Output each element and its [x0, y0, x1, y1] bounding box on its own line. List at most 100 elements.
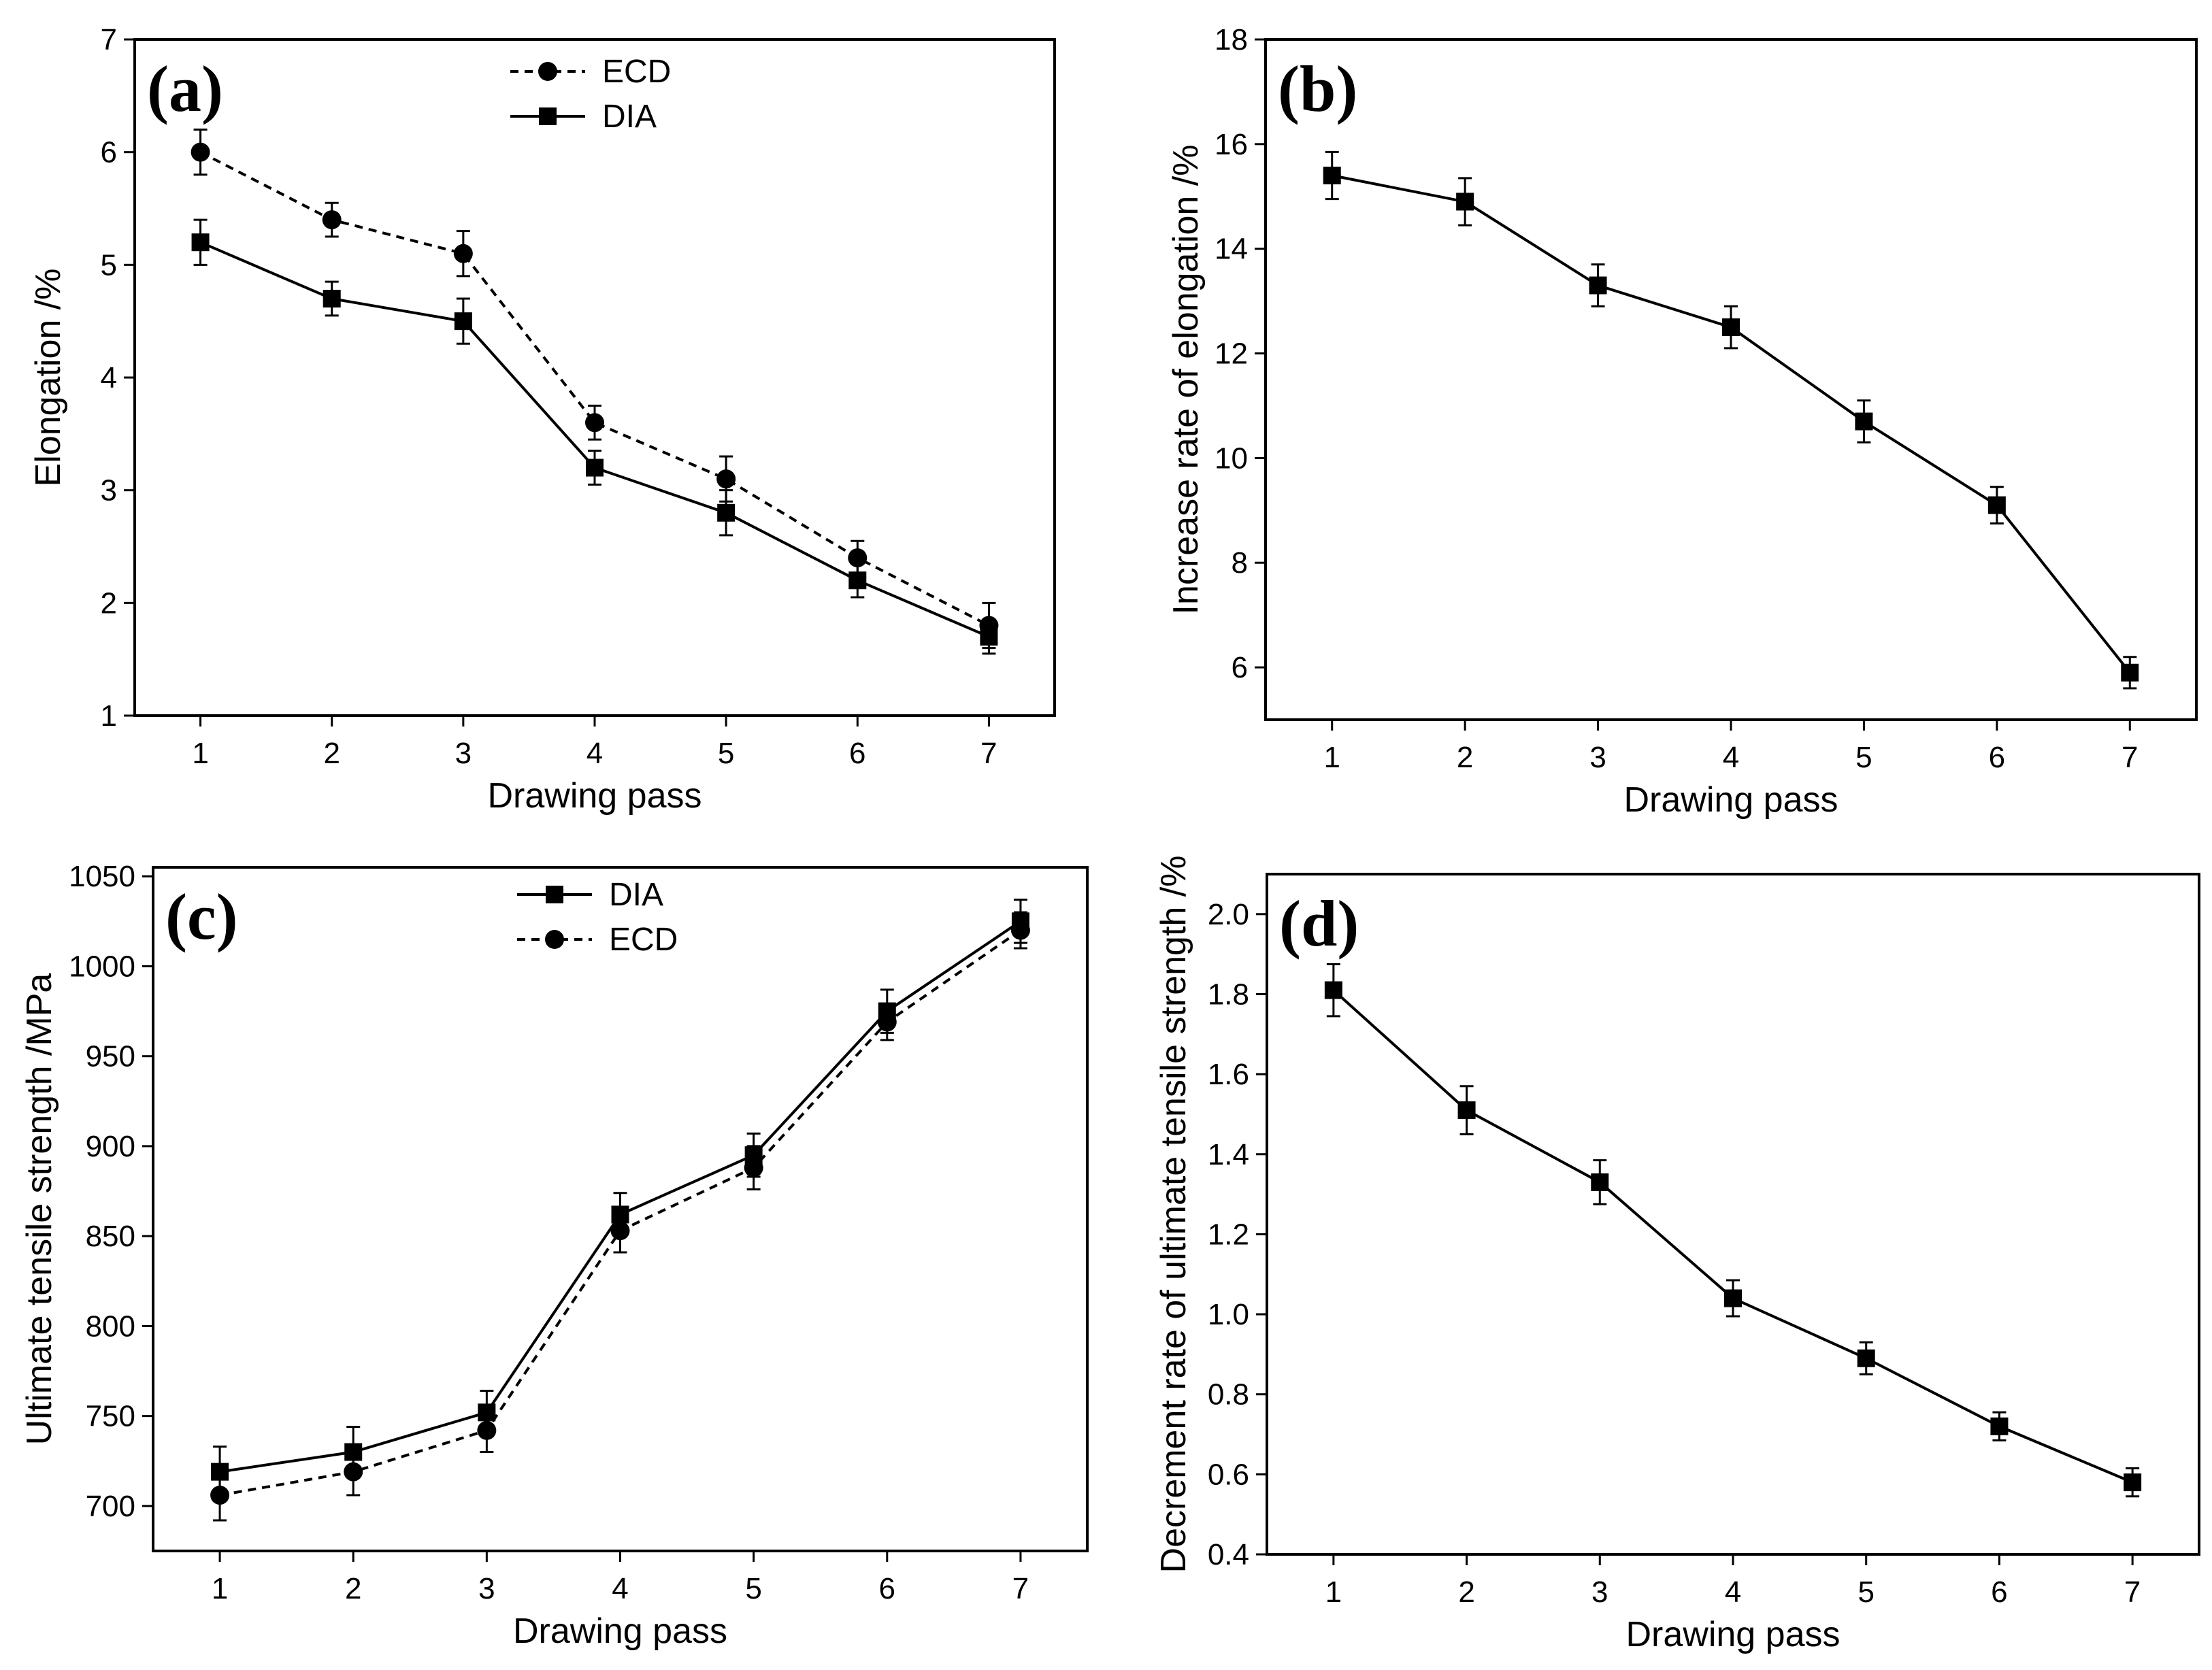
y-tick-label: 700	[86, 1490, 135, 1523]
y-tick-label: 1	[101, 699, 117, 733]
series-main	[1324, 963, 2142, 1498]
x-tick-label: 3	[478, 1572, 495, 1605]
x-tick-label: 4	[612, 1572, 628, 1605]
data-point	[610, 1221, 630, 1241]
panel-label: (d)	[1279, 887, 1359, 960]
x-tick-label: 7	[2124, 1575, 2141, 1609]
y-tick-label: 3	[101, 474, 117, 507]
x-tick-label: 1	[1325, 1575, 1342, 1609]
x-tick-label: 7	[980, 737, 997, 770]
x-tick-label: 5	[1855, 741, 1872, 774]
legend-marker	[545, 930, 564, 949]
data-point	[586, 458, 604, 477]
data-point	[210, 1486, 230, 1505]
series-dia	[191, 218, 998, 655]
data-point	[585, 413, 604, 433]
legend-label: ECD	[602, 54, 671, 90]
x-tick-label: 3	[455, 737, 472, 770]
chart-panel-3: 1 2 3 4 5 6 7 700 750 800 850 900 950 1000 1050 Drawing…	[20, 860, 1089, 1651]
data-point	[344, 1462, 363, 1482]
x-axis-title: Drawing pass	[1625, 1615, 1840, 1654]
y-tick-label: 0.8	[1208, 1378, 1249, 1412]
x-tick-label: 6	[879, 1572, 895, 1605]
y-tick-label: 1.8	[1208, 978, 1249, 1011]
panel-label: (b)	[1278, 52, 1357, 125]
y-tick-label: 1.2	[1208, 1218, 1249, 1251]
y-tick-label: 850	[86, 1220, 135, 1253]
x-tick-label: 4	[1725, 1575, 1741, 1609]
data-point	[1010, 920, 1030, 940]
panel-label: (a)	[147, 52, 223, 125]
data-point	[1987, 496, 2006, 514]
y-tick-label: 14	[1215, 233, 1248, 266]
legend-label: ECD	[609, 922, 678, 958]
x-tick-label: 2	[323, 737, 340, 770]
y-tick-label: 900	[86, 1130, 135, 1163]
data-point	[1591, 1173, 1609, 1191]
data-point	[191, 142, 210, 162]
y-tick-label: 18	[1215, 23, 1248, 56]
y-tick-label: 4	[101, 361, 117, 395]
x-tick-label: 1	[1323, 741, 1340, 774]
series-ecd	[191, 129, 999, 650]
data-point	[717, 503, 736, 522]
data-point	[323, 290, 341, 308]
data-point	[1457, 1101, 1476, 1120]
data-point	[2121, 663, 2139, 682]
y-tick-label: 950	[86, 1040, 135, 1073]
chart-panel-4: 1 2 3 4 5 6 7 0.4 0.6 0.8 1.0 1.2 1.4 1.6 1.8 2.0 Drawin…	[1154, 856, 2200, 1654]
x-tick-label: 2	[1458, 1575, 1474, 1609]
data-point	[1857, 1349, 1875, 1367]
data-point	[453, 244, 473, 263]
data-point	[848, 571, 867, 590]
y-tick-label: 12	[1215, 337, 1248, 371]
series-line	[199, 150, 990, 627]
y-tick-label: 16	[1215, 128, 1248, 161]
x-tick-label: 3	[1591, 1575, 1608, 1609]
x-axis-title: Drawing pass	[513, 1611, 727, 1651]
data-point	[1724, 1289, 1742, 1307]
y-tick-label: 800	[86, 1309, 135, 1343]
y-tick-label: 1.6	[1208, 1058, 1249, 1091]
y-axis-title: Elongation /%	[29, 269, 68, 487]
y-tick-label: 8	[1232, 546, 1248, 580]
x-tick-label: 7	[2122, 741, 2138, 774]
legend: DIA ECD	[517, 877, 678, 958]
data-point	[716, 469, 736, 489]
plot-frame	[1264, 38, 2198, 721]
x-tick-label: 6	[1991, 1575, 2007, 1609]
x-tick-label: 5	[745, 1572, 761, 1605]
y-tick-label: 0.6	[1208, 1458, 1249, 1491]
series-line	[1332, 174, 2131, 674]
y-tick-label: 5	[101, 248, 117, 282]
y-axis-title: Ultimate tensile strength /MPa	[20, 973, 59, 1446]
x-axis-title: Drawing pass	[1623, 780, 1838, 820]
x-tick-label: 1	[192, 737, 208, 770]
y-tick-label: 750	[86, 1400, 135, 1433]
data-point	[454, 312, 472, 331]
y-tick-label: 2.0	[1208, 898, 1249, 931]
y-tick-label: 1000	[69, 950, 135, 983]
data-point	[1990, 1417, 2009, 1435]
plot-frame	[133, 38, 1056, 717]
x-tick-label: 2	[345, 1572, 361, 1605]
legend-marker	[546, 886, 563, 903]
data-point	[322, 210, 342, 230]
data-point	[191, 233, 210, 252]
y-tick-label: 10	[1215, 441, 1248, 475]
x-tick-label: 4	[1723, 741, 1739, 774]
x-tick-label: 5	[1858, 1575, 1874, 1609]
data-point	[877, 1012, 897, 1032]
x-tick-label: 4	[587, 737, 603, 770]
series-ecd	[210, 911, 1030, 1522]
series-dia	[211, 899, 1029, 1499]
y-axis-title: Increase rate of elongation /%	[1166, 145, 1206, 615]
chart-panel-1: 1 2 3 4 5 6 7 1 2 3 4 5 6 7 Drawing pass Elongation /% (…	[29, 23, 1056, 816]
data-point	[2124, 1473, 2142, 1492]
data-point	[980, 628, 998, 646]
data-point	[1589, 276, 1607, 295]
x-tick-label: 6	[1989, 741, 2005, 774]
y-tick-label: 7	[101, 23, 117, 56]
